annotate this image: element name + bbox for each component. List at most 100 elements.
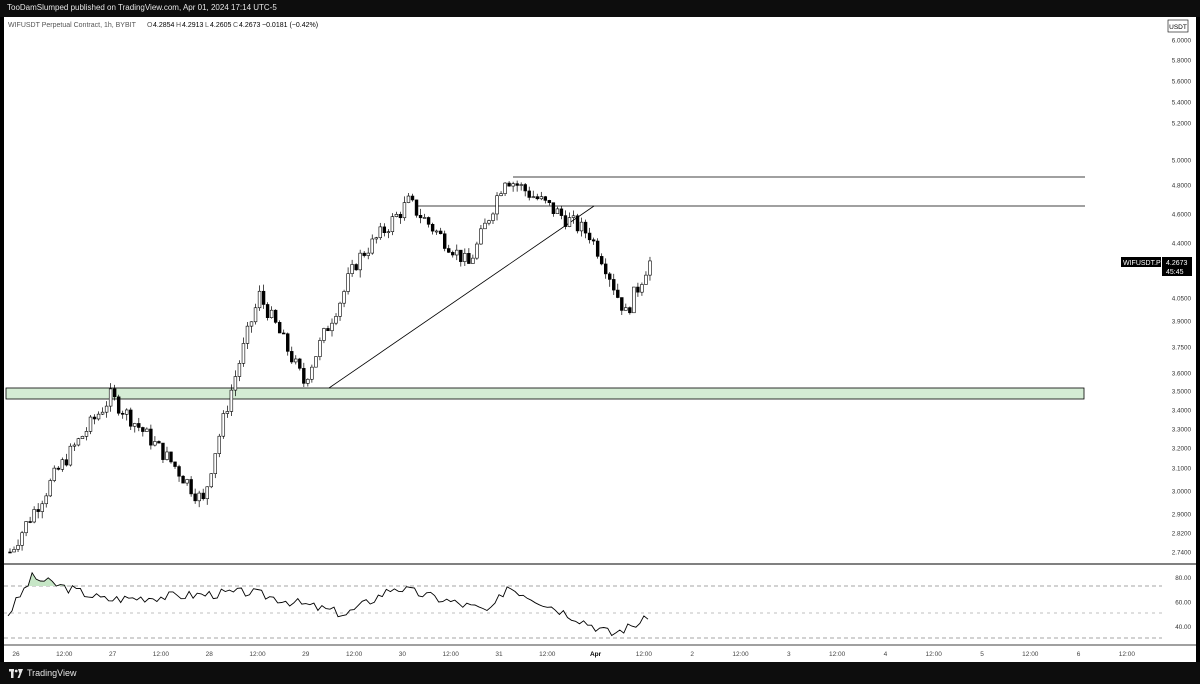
candle-body[interactable] — [294, 358, 298, 363]
price-scale[interactable]: USDT 6.0000 5.8000 5.6000 5.4000 5.2000 5.000… — [1167, 19, 1191, 557]
candle-body[interactable] — [277, 322, 282, 334]
currency-box[interactable] — [1167, 19, 1189, 33]
candle-body[interactable] — [535, 196, 539, 200]
candle-body[interactable] — [648, 260, 652, 276]
candle-body[interactable] — [269, 309, 274, 318]
candle-body[interactable] — [507, 182, 511, 187]
price-pane[interactable] — [5, 176, 1085, 554]
candle-body[interactable] — [414, 199, 419, 216]
candle-body[interactable] — [310, 366, 314, 380]
candle-body[interactable] — [531, 196, 535, 198]
candle-body[interactable] — [116, 396, 121, 414]
candle-body[interactable] — [559, 208, 564, 216]
candle-body[interactable] — [487, 220, 491, 224]
candle-body[interactable] — [133, 423, 137, 427]
candle-body[interactable] — [141, 427, 145, 432]
candle-body[interactable] — [161, 442, 165, 460]
candle-body[interactable] — [129, 409, 133, 427]
candle-body[interactable] — [253, 307, 258, 323]
candle-body[interactable] — [386, 231, 391, 234]
candle-body[interactable] — [547, 200, 552, 203]
candle-body[interactable] — [563, 215, 568, 227]
candle-body[interactable] — [233, 376, 238, 391]
candle-body[interactable] — [591, 239, 596, 242]
candle-body[interactable] — [459, 249, 463, 262]
candle-body[interactable] — [503, 182, 507, 194]
candle-body[interactable] — [599, 256, 604, 265]
candle-body[interactable] — [108, 388, 113, 407]
candle-body[interactable] — [40, 503, 44, 512]
candle-body[interactable] — [76, 438, 81, 446]
candle-body[interactable] — [213, 453, 217, 474]
candle-body[interactable] — [499, 193, 503, 197]
candle-body[interactable] — [20, 532, 24, 546]
candle-body[interactable] — [36, 509, 40, 512]
candle-body[interactable] — [350, 264, 354, 274]
candle-body[interactable] — [426, 217, 431, 225]
candle-body[interactable] — [463, 253, 467, 262]
candle-body[interactable] — [374, 237, 378, 240]
rsi-pane[interactable] — [4, 571, 1162, 639]
candle-body[interactable] — [181, 475, 185, 484]
candle-body[interactable] — [257, 290, 262, 309]
candle-body[interactable] — [322, 328, 326, 341]
candle-body[interactable] — [80, 436, 85, 439]
candle-body[interactable] — [523, 184, 527, 192]
candle-body[interactable] — [52, 467, 56, 481]
candle-body[interactable] — [185, 479, 189, 484]
candle-body[interactable] — [430, 223, 435, 232]
candle-body[interactable] — [330, 322, 334, 332]
candle-body[interactable] — [406, 195, 411, 203]
candle-body[interactable] — [438, 230, 443, 235]
candle-body[interactable] — [378, 226, 382, 239]
candle-body[interactable] — [616, 289, 620, 298]
candle-body[interactable] — [64, 459, 69, 466]
candle-body[interactable] — [149, 428, 153, 446]
candle-body[interactable] — [362, 252, 366, 256]
candle-body[interactable] — [334, 316, 338, 324]
candle-body[interactable] — [608, 273, 612, 280]
candle-body[interactable] — [290, 351, 294, 363]
candle-body[interactable] — [261, 290, 266, 305]
candle-body[interactable] — [358, 252, 362, 271]
candle-body[interactable] — [483, 222, 487, 230]
candle-body[interactable] — [338, 302, 342, 317]
candle-body[interactable] — [56, 467, 61, 470]
candle-body[interactable] — [72, 444, 77, 447]
candle-body[interactable] — [394, 213, 399, 217]
candle-body[interactable] — [145, 428, 149, 432]
candle-body[interactable] — [306, 378, 310, 384]
candle-body[interactable] — [44, 495, 48, 505]
candle-body[interactable] — [342, 291, 346, 304]
candle-body[interactable] — [567, 217, 572, 227]
candle-body[interactable] — [495, 195, 499, 215]
candle-body[interactable] — [273, 309, 278, 323]
candle-body[interactable] — [587, 232, 592, 241]
candle-body[interactable] — [201, 492, 205, 500]
candle-body[interactable] — [471, 257, 475, 264]
candle-body[interactable] — [205, 486, 209, 500]
candle-body[interactable] — [447, 248, 451, 253]
candle-body[interactable] — [137, 423, 141, 428]
ascending-trendline[interactable] — [328, 205, 595, 389]
last-price-tag[interactable]: WIFUSDT.P 4.2673 45:45 — [1121, 257, 1192, 276]
candle-body[interactable] — [543, 196, 548, 201]
candle-body[interactable] — [418, 215, 423, 219]
candle-body[interactable] — [402, 202, 407, 219]
candle-body[interactable] — [229, 389, 234, 412]
candle-body[interactable] — [88, 416, 93, 432]
candle-body[interactable] — [434, 230, 439, 233]
candle-body[interactable] — [624, 307, 628, 311]
candle-body[interactable] — [551, 202, 556, 214]
chart-svg[interactable]: WIFUSDT Perpetual Contract, 1h, BYBIT O … — [4, 17, 1196, 662]
candle-body[interactable] — [104, 405, 109, 413]
candle-body[interactable] — [644, 274, 648, 285]
candle-body[interactable] — [354, 264, 358, 271]
candle-body[interactable] — [302, 368, 306, 384]
candle-body[interactable] — [527, 190, 531, 198]
candle-body[interactable] — [153, 441, 157, 446]
candle-body[interactable] — [519, 184, 523, 186]
candle-body[interactable] — [121, 412, 125, 415]
candle-body[interactable] — [189, 479, 193, 495]
candle-body[interactable] — [157, 441, 161, 444]
